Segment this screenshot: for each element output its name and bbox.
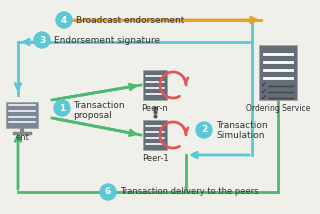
Text: 1: 1 <box>59 104 65 113</box>
Text: Endorsement signature: Endorsement signature <box>54 36 160 45</box>
Text: Simulation: Simulation <box>216 131 265 141</box>
Text: 4: 4 <box>61 15 67 24</box>
Text: Peer-1: Peer-1 <box>142 154 168 163</box>
Text: ✓: ✓ <box>261 89 267 95</box>
FancyBboxPatch shape <box>143 70 167 100</box>
Circle shape <box>54 100 70 116</box>
Text: Broadcast endorsement: Broadcast endorsement <box>76 15 184 24</box>
Text: proposal: proposal <box>73 110 112 119</box>
Text: 3: 3 <box>39 36 45 45</box>
Text: Peer-n: Peer-n <box>142 104 168 113</box>
Text: ✓: ✓ <box>261 83 267 89</box>
Text: Transaction: Transaction <box>73 101 124 110</box>
Circle shape <box>56 12 72 28</box>
FancyBboxPatch shape <box>143 120 167 150</box>
Text: Transaction delivery to the peers: Transaction delivery to the peers <box>120 187 259 196</box>
Text: Ordering Service: Ordering Service <box>246 104 310 113</box>
Circle shape <box>196 122 212 138</box>
Circle shape <box>100 184 116 200</box>
Text: Transaction: Transaction <box>216 120 268 129</box>
Text: ✓: ✓ <box>261 95 267 101</box>
Text: ent: ent <box>15 133 29 142</box>
Circle shape <box>34 32 50 48</box>
FancyBboxPatch shape <box>259 45 297 100</box>
Text: 6: 6 <box>105 187 111 196</box>
FancyBboxPatch shape <box>6 102 38 128</box>
Text: 2: 2 <box>201 125 207 135</box>
